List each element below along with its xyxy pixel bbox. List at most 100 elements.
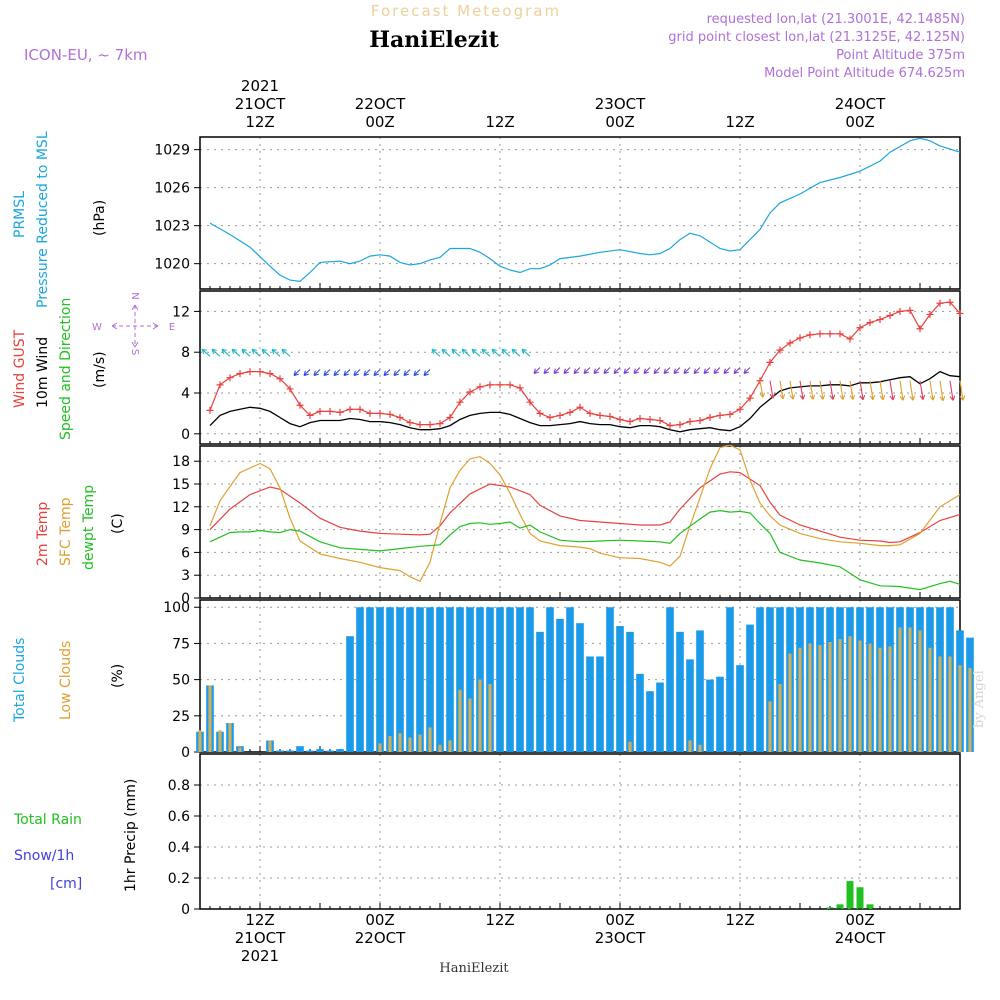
wind-arrow (403, 369, 411, 377)
total-cloud-bar (526, 607, 534, 752)
precip-ytick-label: 0.2 (168, 871, 190, 887)
rain-bar (866, 904, 874, 909)
total-cloud-bar (436, 607, 444, 752)
gust-marker (206, 406, 214, 414)
total-cloud-bar (406, 607, 414, 752)
low-cloud-bar (768, 701, 772, 752)
gust-marker (496, 381, 504, 389)
wind-arrow (583, 367, 591, 375)
wind-gust-line (209, 301, 961, 427)
cloud-label-total: Total Clouds (12, 638, 28, 723)
wind-arrow (929, 380, 936, 401)
wind-arrow (743, 367, 751, 375)
gust-marker (906, 306, 914, 314)
wind-arrow (383, 369, 391, 377)
wind-unit: (m/s) (92, 351, 108, 388)
gust-marker (236, 370, 244, 378)
wind-arrow (281, 348, 291, 357)
wind-arrow (553, 367, 561, 375)
low-cloud-bar (838, 639, 842, 752)
total-cloud-bar (726, 607, 734, 752)
gust-marker (776, 346, 784, 354)
wind-arrow (819, 380, 826, 400)
clouds-ytick-label: 50 (172, 673, 190, 689)
total-cloud-bar (396, 607, 404, 752)
precip-label-snow: Snow/1h (14, 848, 74, 864)
temperature-ytick-label: 6 (181, 545, 190, 561)
precip-label-rain: Total Rain (13, 812, 82, 828)
gust-marker (816, 330, 824, 338)
total-cloud-bar (366, 607, 374, 752)
total-cloud-bar (496, 607, 504, 752)
wind-arrow (613, 367, 621, 375)
pressure-line (209, 137, 961, 283)
wind-arrow (809, 380, 816, 400)
watermark: by Angel (972, 670, 987, 728)
temp-2m-line (209, 471, 961, 544)
wind-arrow (461, 348, 471, 357)
wind-arrow (481, 348, 491, 357)
wind-arrow (343, 369, 351, 377)
temp-labels: 2m Temp SFC Temp dewpt Temp (C) (35, 485, 126, 570)
low-cloud-bar (438, 744, 442, 752)
top-time-label: 12Z (245, 113, 274, 131)
low-cloud-bar (398, 733, 402, 752)
gust-marker (556, 411, 564, 419)
gust-marker (946, 298, 954, 306)
low-cloud-bar (878, 647, 882, 752)
temperature-ytick-label: 3 (181, 568, 190, 584)
precip-ytick-label: 0 (181, 902, 190, 918)
total-cloud-bar (756, 607, 764, 752)
wind-arrow (899, 380, 906, 401)
panel-temperature: 0 3 6 9 12 15 18 (172, 444, 961, 607)
wind-compass: N S W E (92, 292, 175, 355)
low-cloud-bar (948, 656, 952, 752)
wind-arrow (849, 380, 856, 400)
wind-arrow (643, 367, 651, 375)
gust-marker (616, 416, 624, 424)
wind-arrow (603, 367, 611, 375)
total-cloud-bar (486, 607, 494, 752)
wind-arrow (471, 348, 481, 357)
gust-marker (486, 381, 494, 389)
gust-marker (256, 368, 264, 376)
rain-bar (826, 907, 834, 909)
low-cloud-bar (378, 743, 382, 752)
model-name: ICON-EU, ~ 7km (24, 46, 148, 64)
gust-marker (546, 413, 554, 421)
total-cloud-bar (306, 750, 314, 752)
total-cloud-bar (546, 607, 554, 752)
gust-marker (526, 398, 534, 406)
low-cloud-bar (858, 640, 862, 752)
pressure-unit: (hPa) (92, 200, 108, 236)
low-cloud-bar (478, 679, 482, 752)
wind-arrow (693, 367, 701, 375)
location-title: HaniElezit (369, 27, 499, 53)
gust-marker (306, 411, 314, 419)
gust-marker (396, 413, 404, 421)
wind-arrow (423, 369, 431, 377)
low-cloud-bar (788, 653, 792, 752)
pressure-ytick-label: 1020 (154, 257, 190, 273)
low-cloud-bar (268, 740, 272, 752)
wind-arrow (663, 367, 671, 375)
wind-arrow (573, 367, 581, 375)
wind-frame (199, 290, 961, 445)
compass-n: N (129, 292, 140, 299)
clouds-ytick-label: 75 (172, 636, 190, 652)
gust-marker (356, 405, 364, 413)
wind-arrow (759, 380, 766, 398)
precip-label-cm: [cm] (50, 876, 82, 892)
total-cloud-bar (776, 607, 784, 752)
precip-ytick-label: 0.6 (168, 809, 190, 825)
wind-label-gust: Wind GUST (12, 329, 28, 408)
gust-marker (466, 388, 474, 396)
temp-label-sfc: SFC Temp (58, 497, 74, 566)
gust-marker (846, 335, 854, 343)
gust-marker (836, 330, 844, 338)
top-time-label: 12Z (725, 113, 754, 131)
total-cloud-bar (506, 607, 514, 752)
gust-marker (416, 421, 424, 429)
wind-arrow (393, 369, 401, 377)
model-altitude: Model Point Altitude 674.625m (764, 66, 965, 81)
